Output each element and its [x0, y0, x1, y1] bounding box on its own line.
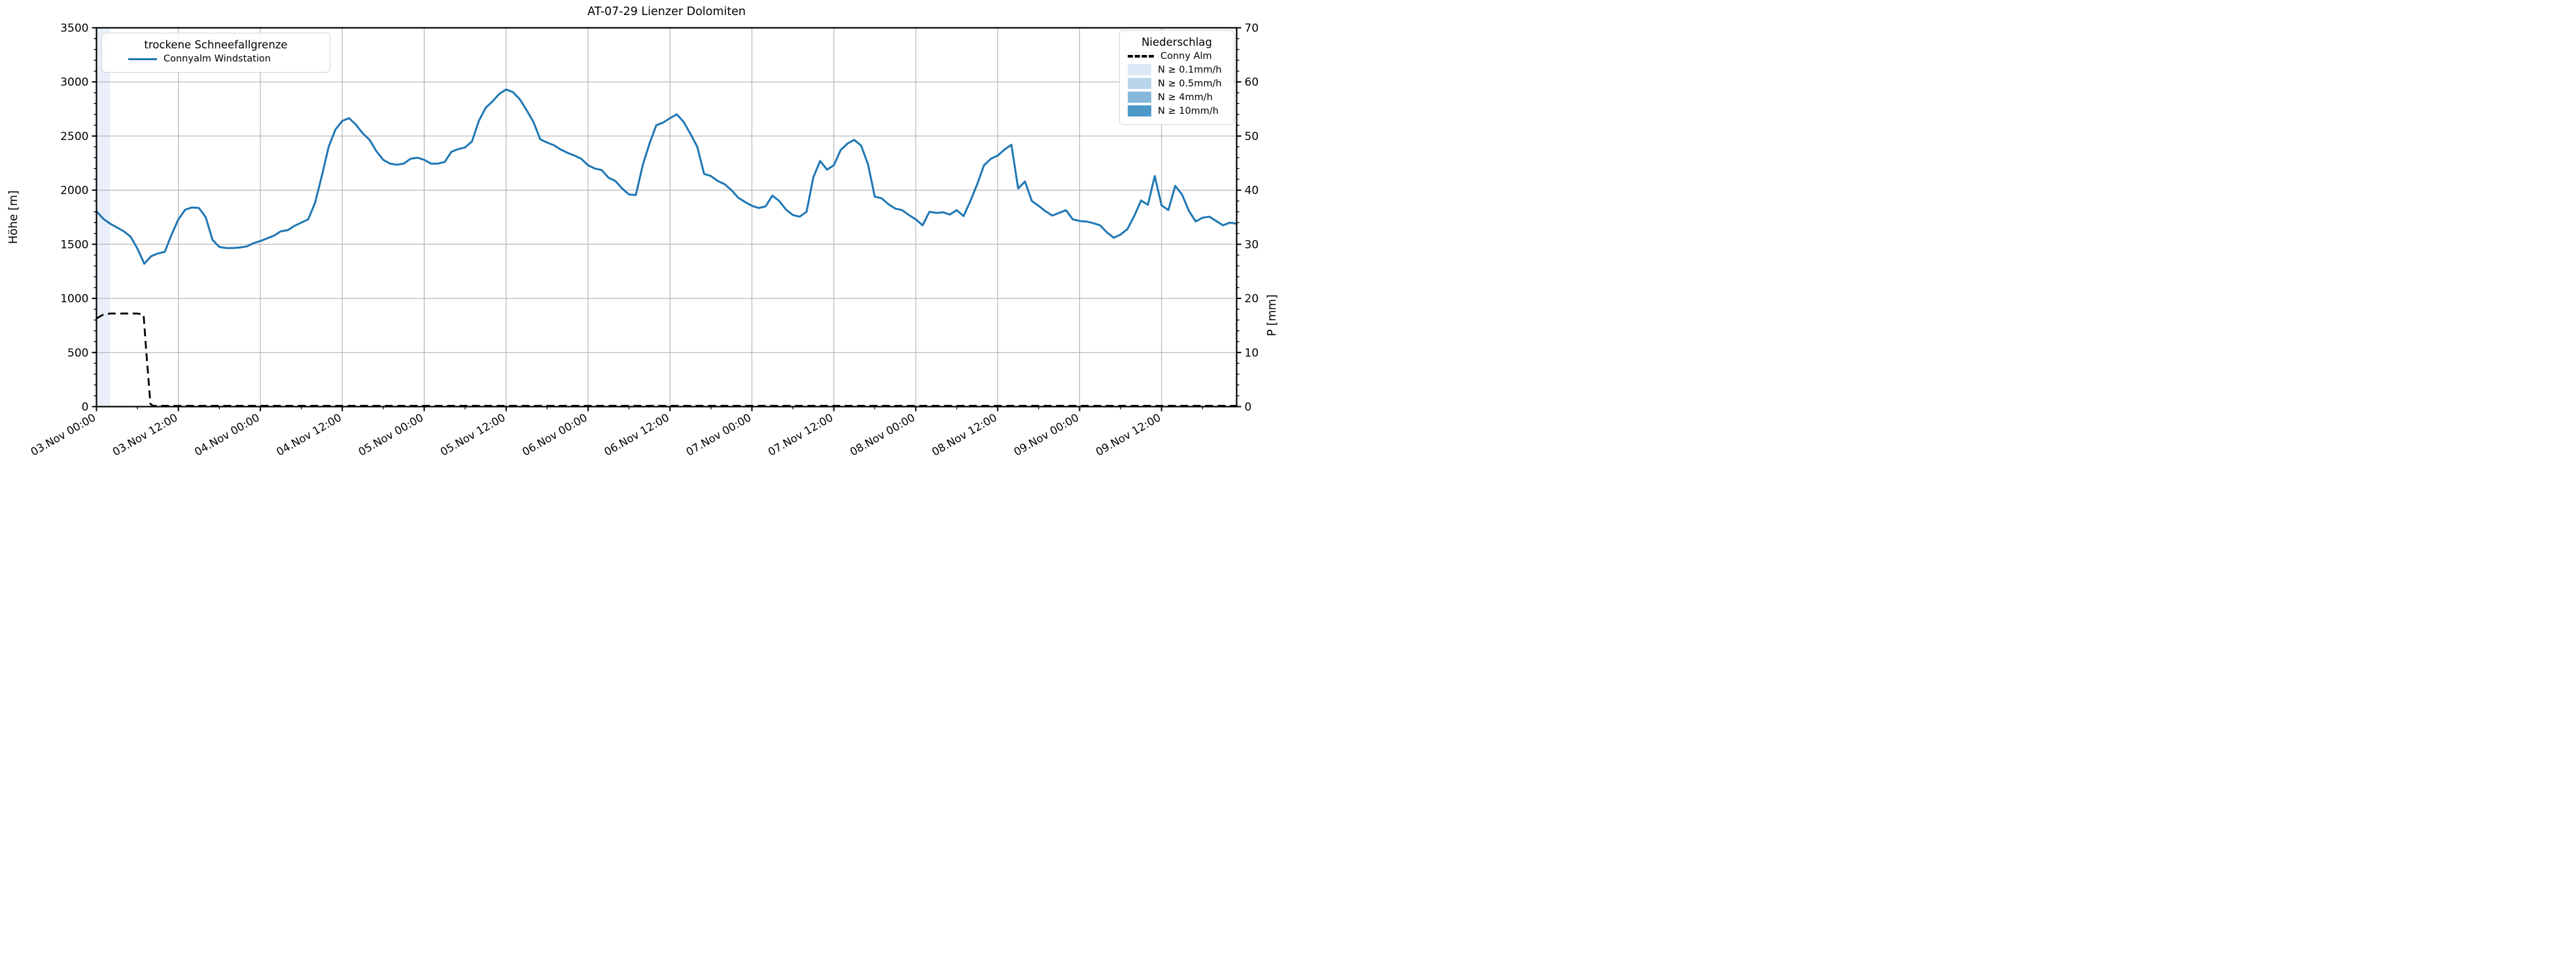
x-tick-label: 05.Nov 12:00 — [438, 412, 508, 459]
x-tick-label: 08.Nov 00:00 — [848, 412, 917, 459]
line-swatch-icon — [128, 58, 157, 60]
legend-snowfall-limit-entry: Connyalm Windstation — [110, 54, 322, 64]
color-patch-icon — [1128, 78, 1151, 89]
legend-snowfall-limit-title: trockene Schneefallgrenze — [144, 39, 288, 51]
legend-precipitation-entry-label: N ≥ 0.5mm/h — [1158, 78, 1222, 89]
y-right-tick-label: 60 — [1245, 76, 1259, 89]
grid — [96, 27, 1237, 407]
y-left-tick-label: 2500 — [60, 130, 88, 143]
legend-precipitation-entry-label: N ≥ 4mm/h — [1158, 92, 1213, 103]
legend-precipitation-entry-label: N ≥ 10mm/h — [1158, 105, 1219, 116]
legend-precipitation-entry: N ≥ 10mm/h — [1128, 105, 1226, 116]
legend-snowfall-limit-entries: Connyalm Windstation — [110, 54, 322, 64]
y-right-tick-label: 30 — [1245, 238, 1259, 251]
y-left-tick-label: 500 — [67, 347, 88, 360]
legend-precipitation-entries: Conny Alm N ≥ 0.1mm/h N ≥ 0.5mm/h N ≥ 4mm/h… — [1128, 51, 1226, 116]
y-left-tick-label: 3500 — [60, 22, 88, 35]
y-left-tick-label: 0 — [82, 401, 89, 414]
x-tick-label: 03.Nov 00:00 — [29, 412, 98, 459]
chart-figure: 03.Nov 00:00 03.Nov 12:00 04.Nov 00:00 04.N… — [0, 0, 1288, 484]
conny-alm-precip-line — [96, 312, 1237, 407]
plot-border — [96, 27, 1238, 408]
color-patch-icon — [1128, 64, 1151, 75]
x-tick-label: 07.Nov 12:00 — [766, 412, 835, 459]
legend-precipitation-entry-label: N ≥ 0.1mm/h — [1158, 64, 1222, 75]
x-tick-label: 07.Nov 00:00 — [684, 412, 754, 459]
legend-precipitation-title: Niederschlag — [1141, 36, 1212, 48]
legend-precipitation: Niederschlag Conny Alm N ≥ 0.1mm/h N ≥ 0.5… — [1119, 30, 1234, 125]
x-tick-label: 04.Nov 12:00 — [274, 412, 343, 459]
chart-canvas: 03.Nov 00:00 03.Nov 12:00 04.Nov 00:00 04.N… — [7, 22, 1279, 459]
y-right-tick-label: 10 — [1245, 347, 1259, 360]
color-patch-icon — [1128, 105, 1151, 116]
legend-precipitation-entry: Conny Alm — [1128, 51, 1226, 62]
y-right-tick-label: 0 — [1245, 401, 1252, 414]
legend-precipitation-entry: N ≥ 4mm/h — [1128, 92, 1226, 103]
legend-snowfall-limit-entry-label: Connyalm Windstation — [164, 54, 271, 64]
legend-precipitation-entry: N ≥ 0.5mm/h — [1128, 78, 1226, 89]
y-right-tick-label: 40 — [1245, 185, 1259, 198]
x-tick-label: 03.Nov 12:00 — [111, 412, 180, 459]
y-right-axis-label: P [mm] — [1266, 294, 1279, 336]
y-left-tick-label: 1000 — [60, 292, 88, 306]
snowfall-limit-line — [96, 88, 1237, 265]
x-tick-label: 06.Nov 12:00 — [602, 412, 671, 459]
y-right-tick-label: 70 — [1245, 22, 1259, 35]
legend-precipitation-entry: N ≥ 0.1mm/h — [1128, 64, 1226, 75]
legend-precipitation-entry-label: Conny Alm — [1160, 51, 1212, 62]
x-tick-label: 06.Nov 00:00 — [520, 412, 589, 459]
x-tick-label: 09.Nov 00:00 — [1012, 412, 1081, 459]
y-left-tick-label: 3000 — [60, 76, 88, 89]
x-tick-label: 04.Nov 00:00 — [192, 412, 262, 459]
color-patch-icon — [1128, 92, 1151, 103]
x-tick-label: 09.Nov 12:00 — [1094, 412, 1163, 459]
y-left-tick-label: 1500 — [60, 238, 88, 251]
dashed-line-swatch-icon — [1128, 55, 1154, 58]
y-left-axis-label: Höhe [m] — [7, 190, 20, 244]
precip-intensity-band — [96, 27, 111, 407]
y-left-tick-label: 2000 — [60, 185, 88, 198]
legend-snowfall-limit: trockene Schneefallgrenze Connyalm Winds… — [101, 33, 330, 73]
y-right-tick-label: 20 — [1245, 292, 1259, 306]
y-right-tick-label: 50 — [1245, 130, 1259, 143]
ticks — [92, 27, 1242, 412]
x-tick-label: 08.Nov 12:00 — [930, 412, 999, 459]
chart-title: AT-07-29 Lienzer Dolomiten — [587, 5, 746, 18]
x-tick-label: 05.Nov 00:00 — [357, 412, 426, 459]
